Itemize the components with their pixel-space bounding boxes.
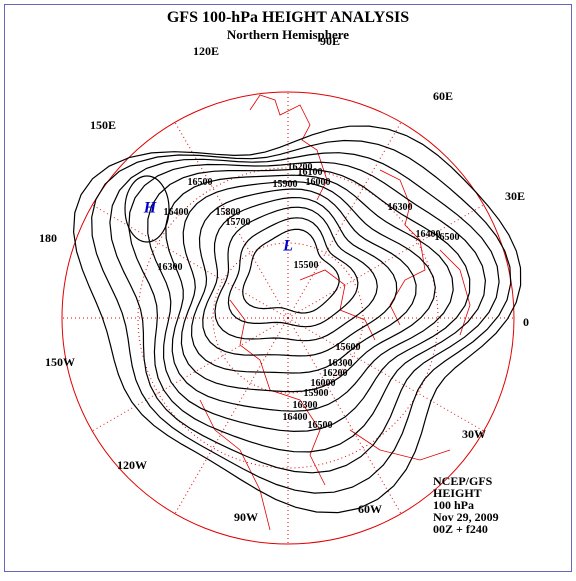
info-line: 00Z + f240 xyxy=(433,522,488,536)
contour-labels: 1650016400163001620016100160001590015800… xyxy=(158,162,460,431)
frame xyxy=(4,4,572,572)
meridian xyxy=(92,317,289,432)
info-line: 100 hPa xyxy=(433,498,474,512)
high-contour xyxy=(124,175,170,243)
longitude-label: 30W xyxy=(462,427,486,441)
contour xyxy=(72,125,522,514)
contour xyxy=(147,168,471,433)
longitude-label: 60W xyxy=(358,502,382,516)
meridian xyxy=(174,317,289,514)
info-line: HEIGHT xyxy=(433,486,482,500)
title: GFS 100-hPa HEIGHT ANALYSIS xyxy=(167,9,409,26)
low-marker: L xyxy=(282,238,293,255)
contour xyxy=(190,188,417,374)
contour-label: 15700 xyxy=(226,217,251,228)
longitude-label: 120W xyxy=(117,458,147,472)
contour xyxy=(202,196,398,357)
high-marker: H xyxy=(143,200,157,217)
longitude-label: 90E xyxy=(320,34,340,48)
subtitle: Northern Hemisphere xyxy=(227,27,349,42)
contour xyxy=(128,161,487,453)
contour-label: 16300 xyxy=(388,202,413,213)
contour-label: 16300 xyxy=(158,262,183,273)
contour-label: 15900 xyxy=(304,388,329,399)
longitude-label: 150W xyxy=(45,355,75,369)
contour-label: 15500 xyxy=(294,260,319,271)
contour-label: 16500 xyxy=(308,420,333,431)
contour-label: 16200 xyxy=(323,368,348,379)
contour-label: 16100 xyxy=(298,167,323,178)
height-contours xyxy=(72,125,522,514)
info-line: NCEP/GFS xyxy=(433,474,493,488)
meridian xyxy=(287,122,402,319)
latitude-circle xyxy=(212,242,364,394)
contour xyxy=(227,217,359,328)
longitude-label: 30E xyxy=(505,189,525,203)
contour xyxy=(242,228,340,314)
longitude-label: 180 xyxy=(39,231,57,245)
contour-label: 15600 xyxy=(336,342,361,353)
contour xyxy=(165,174,454,412)
meridian xyxy=(287,317,402,514)
contour-label: 16000 xyxy=(311,378,336,389)
contour xyxy=(180,180,436,393)
latitude-circle xyxy=(137,167,439,469)
contour-label: 16300 xyxy=(328,358,353,369)
contour-label: 16200 xyxy=(288,162,313,173)
contour xyxy=(91,139,512,494)
longitude-labels: 90E 60E 30E 0 30W 60W 90W 120W 150W 180 150E 120E xyxy=(39,34,529,524)
contour xyxy=(109,152,500,474)
contour-label: 15900 xyxy=(273,179,298,190)
meridian xyxy=(92,204,289,319)
contour-label: 16400 xyxy=(164,207,189,218)
contour-label: 16400 xyxy=(283,412,308,423)
longitude-label: 60E xyxy=(433,89,453,103)
contour-label: 16500 xyxy=(188,177,213,188)
longitude-label: 0 xyxy=(523,315,529,329)
meridian xyxy=(287,204,484,319)
longitude-label: 120E xyxy=(193,44,219,58)
contour-label: 15800 xyxy=(216,207,241,218)
longitude-label: 90W xyxy=(234,510,258,524)
graticule xyxy=(61,91,515,545)
longitude-label: 150E xyxy=(90,118,116,132)
boundary xyxy=(61,91,515,545)
contour xyxy=(214,206,378,342)
meridian xyxy=(287,317,484,432)
contour-label: 16000 xyxy=(306,177,331,188)
contour-label: 16300 xyxy=(293,400,318,411)
info-line: Nov 29, 2009 xyxy=(433,510,499,524)
contour-label: 16400 xyxy=(416,229,441,240)
contour-label: 16500 xyxy=(435,232,460,243)
coastlines xyxy=(199,94,471,531)
